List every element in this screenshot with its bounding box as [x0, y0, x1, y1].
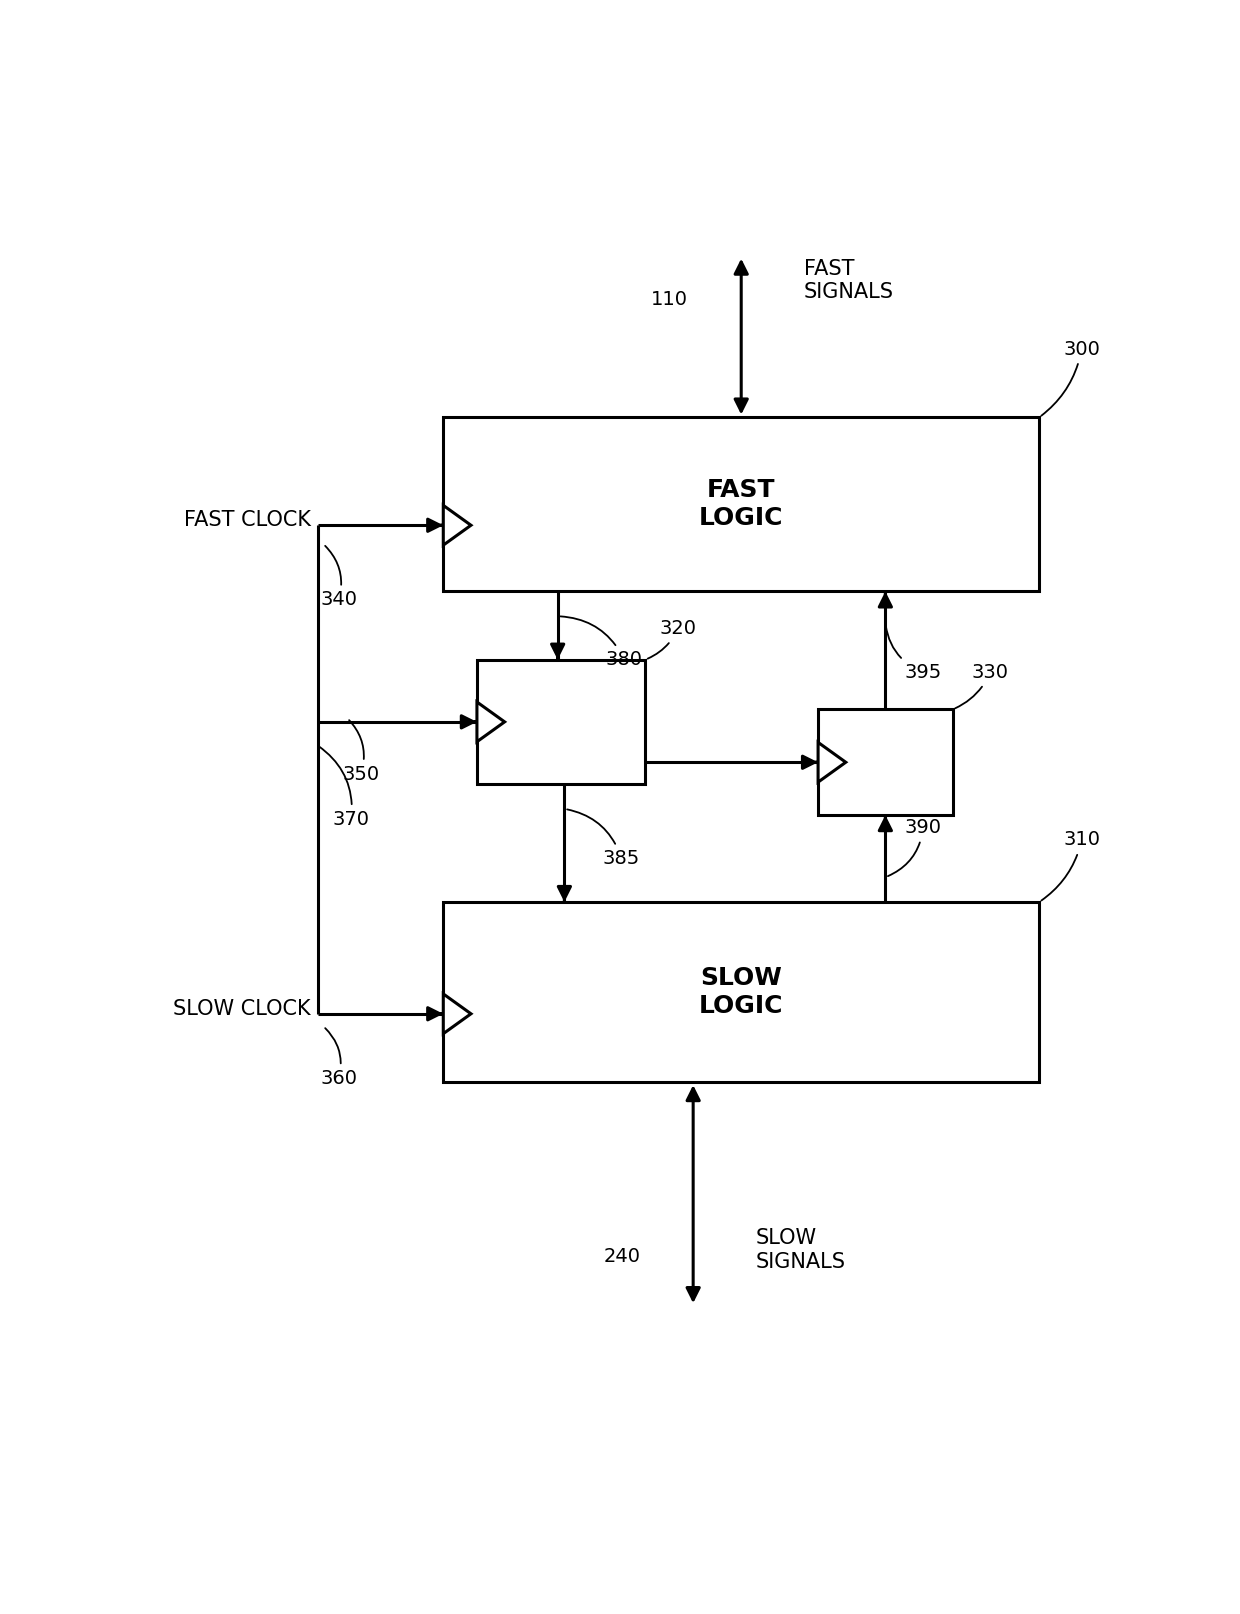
Bar [477, 660, 645, 784]
Polygon shape [818, 742, 846, 783]
Text: 370: 370 [319, 746, 370, 828]
Text: 110: 110 [651, 291, 688, 308]
Bar [444, 418, 1039, 591]
Text: SLOW
LOGIC: SLOW LOGIC [699, 967, 784, 1018]
Bar [818, 710, 952, 815]
Text: SLOW CLOCK: SLOW CLOCK [174, 999, 311, 1018]
Text: 390: 390 [888, 818, 941, 876]
Text: 310: 310 [1042, 831, 1100, 901]
Text: 385: 385 [567, 809, 640, 868]
Text: SLOW
SIGNALS: SLOW SIGNALS [755, 1228, 846, 1272]
Polygon shape [444, 994, 471, 1033]
Text: 395: 395 [885, 625, 942, 681]
Text: 330: 330 [955, 663, 1009, 709]
Text: 240: 240 [604, 1246, 640, 1265]
Text: 360: 360 [320, 1028, 357, 1088]
Text: 380: 380 [560, 617, 642, 670]
Text: FAST
LOGIC: FAST LOGIC [699, 478, 784, 531]
Text: 340: 340 [320, 546, 357, 610]
Polygon shape [444, 505, 471, 546]
Bar [444, 902, 1039, 1083]
Polygon shape [477, 702, 505, 742]
Text: FAST CLOCK: FAST CLOCK [184, 510, 311, 531]
Text: 350: 350 [342, 720, 379, 783]
Text: 320: 320 [647, 620, 697, 659]
Text: 300: 300 [1042, 339, 1100, 416]
Text: FAST
SIGNALS: FAST SIGNALS [804, 260, 894, 302]
